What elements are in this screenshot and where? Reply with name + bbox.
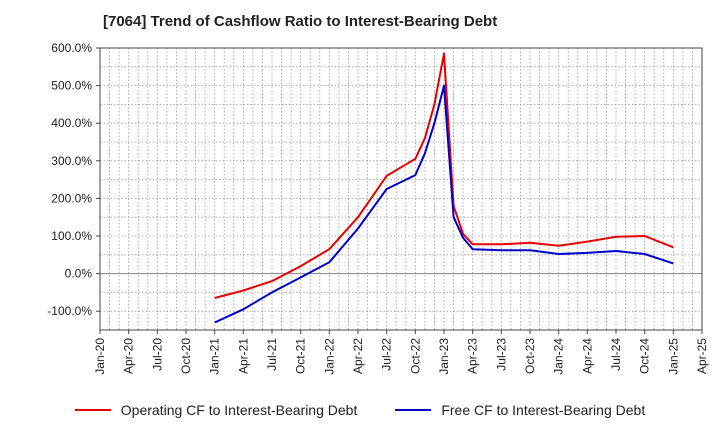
legend-item-operating-cf: Operating CF to Interest-Bearing Debt — [74, 402, 358, 418]
grid-layer — [99, 47, 703, 331]
y-tick-label: 500.0% — [51, 79, 92, 93]
x-tick-label: Oct-24 — [638, 338, 652, 374]
x-tick-label: Apr-20 — [122, 338, 136, 374]
x-tick-label: Jul-20 — [150, 338, 164, 371]
y-tick-label: -100.0% — [47, 304, 92, 318]
y-tick-label: 400.0% — [51, 116, 92, 130]
x-tick-label: Apr-24 — [580, 338, 594, 374]
x-tick-label: Jan-23 — [437, 338, 451, 375]
x-tick-label: Jul-21 — [265, 338, 279, 371]
x-tick-label: Jan-20 — [93, 338, 107, 375]
series-line-operating-cf — [214, 52, 674, 299]
legend: Operating CF to Interest-Bearing Debt Fr… — [0, 402, 720, 418]
y-tick-label: 200.0% — [51, 191, 92, 205]
legend-swatch-operating-cf — [74, 409, 111, 411]
x-tick-label: Oct-22 — [408, 338, 422, 374]
x-tick-label: Apr-25 — [695, 338, 709, 374]
y-tick-label: 100.0% — [51, 229, 92, 243]
x-tick-label: Apr-23 — [466, 338, 480, 374]
plot-frame — [99, 47, 703, 331]
series-layer — [214, 52, 674, 324]
chart-title: [7064] Trend of Cashflow Ratio to Intere… — [103, 13, 498, 30]
x-tick-label: Jul-22 — [380, 338, 394, 371]
legend-label-free-cf: Free CF to Interest-Bearing Debt — [441, 402, 646, 418]
legend-label-operating-cf: Operating CF to Interest-Bearing Debt — [120, 402, 358, 418]
legend-swatch-free-cf — [395, 409, 432, 411]
x-tick-label: Oct-23 — [523, 338, 537, 374]
series-line-free-cf — [214, 84, 674, 324]
y-tick-label: 600.0% — [51, 41, 92, 55]
x-tick-label: Jan-24 — [552, 338, 566, 375]
axis-layer: 600.0% 500.0% 400.0% 300.0% 200.0% 100.0% 0.0%… — [47, 41, 709, 375]
y-tick-label: 0.0% — [65, 267, 93, 281]
x-tick-label: Oct-21 — [294, 338, 308, 374]
x-tick-label: Jul-23 — [494, 338, 508, 371]
x-tick-label: Apr-22 — [351, 338, 365, 374]
y-tick-label: 300.0% — [51, 154, 92, 168]
x-tick-label: Jan-21 — [208, 338, 222, 375]
x-tick-label: Oct-20 — [179, 338, 193, 374]
x-tick-label: Jan-22 — [322, 338, 336, 375]
legend-item-free-cf: Free CF to Interest-Bearing Debt — [395, 402, 645, 418]
x-tick-label: Jul-24 — [609, 338, 623, 371]
x-tick-label: Jan-25 — [666, 338, 680, 375]
x-tick-label: Apr-21 — [236, 338, 250, 374]
